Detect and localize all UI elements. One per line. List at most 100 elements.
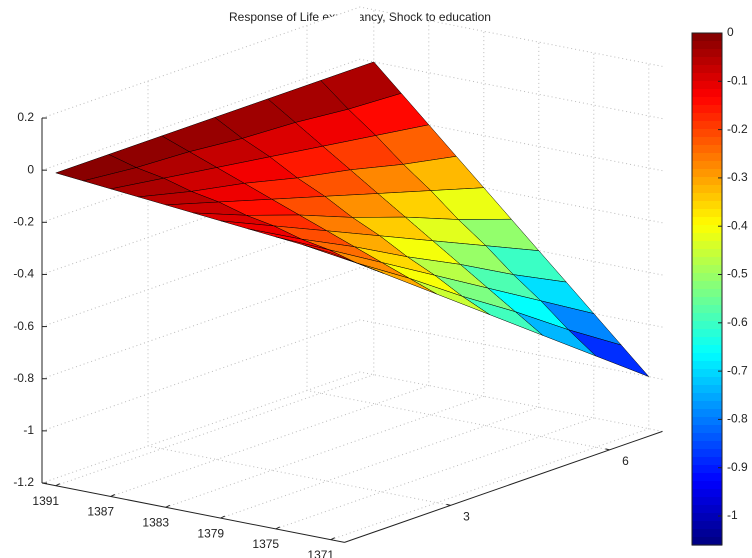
colorbar-tick-label: -0.3 xyxy=(727,170,748,184)
colorbar-segment xyxy=(692,377,722,386)
colorbar-segment xyxy=(692,201,722,210)
colorbar-segment xyxy=(692,233,722,242)
colorbar-segment xyxy=(692,465,722,474)
colorbar-segment xyxy=(692,273,722,282)
colorbar-segment xyxy=(692,121,722,130)
colorbar-tick-label: -0.4 xyxy=(727,218,748,232)
colorbar-segment xyxy=(692,513,722,522)
y-tick-label: 6 xyxy=(622,454,629,468)
colorbar-segment xyxy=(692,185,722,194)
colorbar-segment xyxy=(692,433,722,442)
colorbar-segment xyxy=(692,161,722,170)
colorbar-segment xyxy=(692,457,722,466)
y-grid-line xyxy=(147,81,451,506)
colorbar-segment xyxy=(692,497,722,506)
colorbar-tick-label: -0.6 xyxy=(727,315,748,329)
colorbar-segment xyxy=(692,417,722,426)
colorbar-segment xyxy=(692,129,722,138)
colorbar-segment xyxy=(692,97,722,106)
x-tick-label: 1391 xyxy=(32,494,59,508)
colorbar-segment xyxy=(692,137,722,146)
z-tick-label: -0.8 xyxy=(13,371,34,385)
colorbar-segment xyxy=(692,89,722,98)
colorbar-segment xyxy=(692,49,722,58)
colorbar-segment xyxy=(692,113,722,122)
z-tick-label: -0.2 xyxy=(13,214,34,228)
z-tick-label: 0.2 xyxy=(17,110,34,124)
colorbar-tick-label: -0.2 xyxy=(727,122,748,136)
colorbar-segment xyxy=(692,65,722,74)
colorbar-tick-label: -0.9 xyxy=(727,460,748,474)
x-tick-label: 1387 xyxy=(87,505,114,519)
colorbar-segment xyxy=(692,521,722,530)
x-tick-label: 1371 xyxy=(307,548,334,558)
colorbar-tick-label: -0.5 xyxy=(727,267,748,281)
colorbar-segment xyxy=(692,353,722,362)
colorbar-segment xyxy=(692,449,722,458)
colorbar-segment xyxy=(692,177,722,186)
colorbar-segment xyxy=(692,169,722,178)
colorbar-segment xyxy=(692,529,722,538)
colorbar-segment xyxy=(692,265,722,274)
colorbar-segment xyxy=(692,105,722,114)
colorbar-segment xyxy=(692,313,722,322)
colorbar-segment xyxy=(692,385,722,394)
x-grid-line xyxy=(275,52,595,530)
z-tick-label: 0 xyxy=(27,162,34,176)
colorbar-segment xyxy=(692,409,722,418)
surface-cell xyxy=(303,244,384,274)
colorbar-segment xyxy=(692,225,722,234)
colorbar-segment xyxy=(692,481,722,490)
colorbar-segment xyxy=(692,425,722,434)
colorbar-tick-label: -0.7 xyxy=(727,363,748,377)
colorbar-segment xyxy=(692,369,722,378)
z-grid-line xyxy=(41,6,663,119)
colorbar-segment xyxy=(692,209,722,218)
z-tick-label: -1.2 xyxy=(13,475,34,489)
y-grid-line xyxy=(306,25,610,451)
z-tick-label: -1 xyxy=(23,423,34,437)
x-tick-label: 1379 xyxy=(197,526,224,540)
colorbar-segment xyxy=(692,289,722,298)
axis-line xyxy=(41,482,345,543)
colorbar-segment xyxy=(692,489,722,498)
colorbar-segment xyxy=(692,401,722,410)
colorbar-segment xyxy=(692,257,722,266)
x-grid-line xyxy=(165,31,485,508)
colorbar-segment xyxy=(692,345,722,354)
x-grid-line xyxy=(330,63,650,541)
colorbar-tick-label: 0 xyxy=(727,25,734,39)
colorbar-segment xyxy=(692,281,722,290)
colorbar-segment xyxy=(692,57,722,66)
colorbar-segment xyxy=(692,393,722,402)
x-grid-line xyxy=(220,42,540,519)
colorbar-segment xyxy=(692,145,722,154)
colorbar-segment xyxy=(692,473,722,482)
colorbar-tick-label: -0.8 xyxy=(727,412,748,426)
colorbar-segment xyxy=(692,33,722,42)
axis-line xyxy=(344,430,663,543)
colorbar-frame xyxy=(691,32,723,546)
colorbar-segment xyxy=(692,537,722,546)
colorbar-segment xyxy=(692,329,722,338)
colorbar-segment xyxy=(692,249,722,258)
colorbar-segment xyxy=(692,153,722,162)
colorbar-tick-label: -1 xyxy=(727,508,738,522)
colorbar-segment xyxy=(692,73,722,82)
x-tick-label: 1383 xyxy=(142,515,169,529)
colorbar-segment xyxy=(692,505,722,514)
colorbar-segment xyxy=(692,305,722,314)
colorbar-segment xyxy=(692,241,722,250)
colorbar-segment xyxy=(692,361,722,370)
z-tick-label: -0.4 xyxy=(13,267,34,281)
colorbar-segment xyxy=(692,193,722,202)
colorbar-segment xyxy=(692,297,722,306)
colorbar-segment xyxy=(692,441,722,450)
x-tick-label: 1375 xyxy=(252,537,279,551)
colorbar-tick-label: -0.1 xyxy=(727,73,748,87)
y-tick-label: 3 xyxy=(463,510,470,524)
colorbar-segment xyxy=(692,41,722,50)
colorbar-segment xyxy=(692,81,722,90)
z-tick-label: -0.6 xyxy=(13,319,34,333)
